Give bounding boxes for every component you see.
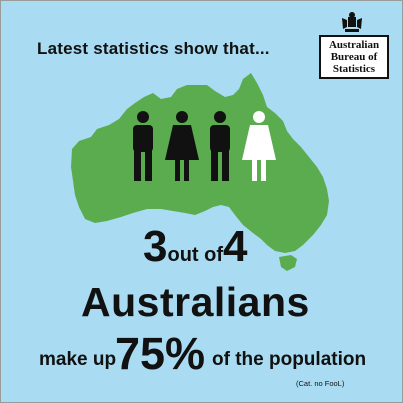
stat-fraction: 3out of4	[143, 225, 248, 269]
logo-line-1: Australian	[328, 39, 380, 51]
logo-line-3: Statistics	[332, 63, 376, 75]
stat-denominator: 4	[223, 222, 248, 271]
abs-logo: Australian Bureau of Statistics	[319, 11, 391, 79]
headline-text: Latest statistics show that...	[37, 39, 270, 58]
tasmania	[279, 255, 297, 271]
stat-numerator: 3	[143, 222, 168, 271]
logo-wordmark: Australian Bureau of Statistics	[319, 35, 389, 79]
citation-text: (Cat. no FooL)	[296, 379, 345, 388]
coat-of-arms-icon	[342, 12, 362, 32]
stat-percent: 75%	[115, 328, 206, 379]
person-female-highlight-icon	[242, 111, 276, 181]
logo-line-2: Bureau of	[330, 51, 378, 63]
stat-prefix: make up	[39, 349, 117, 370]
person-male-icon	[133, 111, 153, 181]
stat-noun: Australians	[81, 279, 310, 325]
stat-connector: out of	[167, 244, 224, 266]
stat-suffix: of the population	[212, 349, 367, 370]
person-female-icon	[165, 111, 199, 181]
person-male-icon	[210, 111, 230, 181]
